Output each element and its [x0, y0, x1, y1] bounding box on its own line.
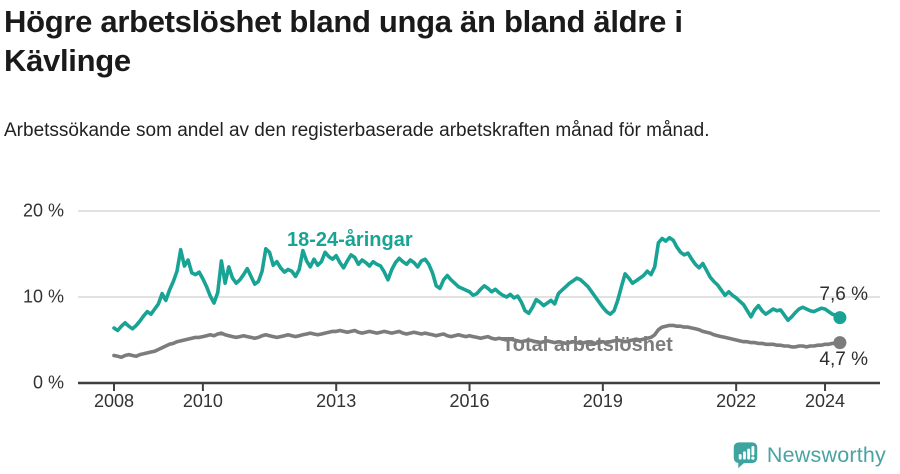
series-label-youth: 18-24-åringar [287, 229, 413, 251]
x-tick-label: 2010 [182, 391, 223, 411]
x-tick-label: 2016 [449, 391, 490, 411]
newsworthy-logo-icon [733, 442, 758, 469]
x-tick-label: 2024 [805, 391, 846, 411]
x-tick-label: 2019 [582, 391, 623, 411]
series-line-0 [112, 235, 842, 333]
x-tick-label: 2008 [93, 391, 135, 411]
series-label-total: Total arbetslöshet [502, 334, 673, 356]
series-line-1 [112, 323, 842, 360]
page-title: Högre arbetslöshet bland unga än bland ä… [4, 4, 683, 79]
end-value-label-total: 4,7 % [819, 349, 868, 370]
chart-subtitle: Arbetssökande som andel av den registerb… [4, 120, 710, 141]
x-tick-label: 2013 [316, 391, 357, 411]
y-tick-label: 0 % [32, 372, 64, 393]
end-value-label-youth: 7,6 % [819, 284, 868, 305]
y-tick-label: 20 % [22, 200, 64, 221]
y-tick-label: 10 % [22, 286, 64, 307]
footer-brand: Newsworthy [731, 441, 886, 469]
brand-name: Newsworthy [766, 442, 886, 467]
series-end-dot-0 [833, 311, 847, 325]
x-tick-label: 2022 [716, 391, 757, 411]
series-end-dot-1 [833, 336, 847, 350]
